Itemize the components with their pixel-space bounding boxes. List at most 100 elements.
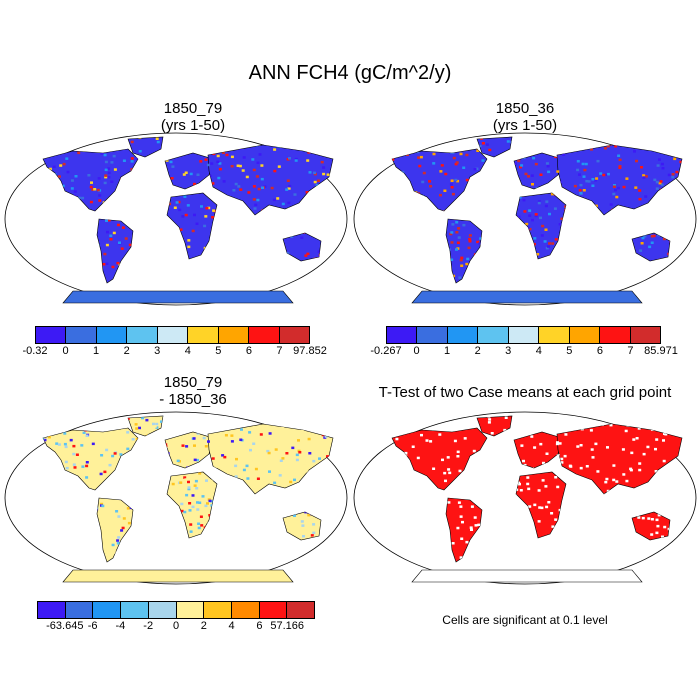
colorbar-1-label-9: 97.852 — [293, 345, 327, 357]
colorbar-2-swatch-7 — [600, 327, 631, 343]
panel-1-title: 1850_79 (yrs 1-50) — [20, 100, 366, 134]
colorbar-2-swatch-5 — [539, 327, 570, 343]
colorbar-1-label-5: 4 — [184, 345, 191, 357]
colorbar-1-swatch-7 — [249, 327, 280, 343]
colorbar-3-label-3: -2 — [143, 620, 154, 632]
panel-4-title: T-Test of two Case means at each grid po… — [352, 384, 698, 401]
colorbar-2-swatch-6 — [569, 327, 601, 343]
colorbar-1-label-3: 2 — [123, 345, 130, 357]
greenland-landmass — [476, 415, 513, 437]
colorbar-1-label-2: 1 — [93, 345, 100, 357]
colorbar-3-swatch-5 — [176, 602, 205, 618]
world-map-2 — [353, 132, 697, 306]
panel-3-title-line2: - 1850_36 — [159, 391, 227, 408]
colorbar-3-swatch-7 — [231, 602, 260, 618]
figure-title: ANN FCH4 (gC/m^2/y) — [248, 62, 452, 84]
colorbar-2-label-6: 5 — [566, 345, 573, 357]
colorbar-3-label-5: 2 — [200, 620, 207, 632]
colorbar-3-swatch-3 — [121, 602, 149, 618]
colorbar-2-label-3: 2 — [474, 345, 481, 357]
greenland-landmass — [476, 136, 513, 158]
colorbar-3-label-2: -4 — [115, 620, 126, 632]
colorbar-2-label-8: 7 — [627, 345, 634, 357]
europe-landmass — [513, 431, 563, 469]
colorbar-3-label-0: -63.645 — [46, 620, 84, 632]
colorbar-1-swatch-2 — [96, 327, 128, 343]
asia-landmass — [556, 423, 683, 495]
colorbar-2-label-4: 3 — [505, 345, 512, 357]
antarctica-landmass — [62, 569, 294, 583]
colorbar-1-swatch-3 — [127, 327, 158, 343]
colorbar-1-label-1: 0 — [62, 345, 69, 357]
greenland-landmass — [127, 415, 164, 437]
colorbar-3 — [37, 601, 315, 619]
colorbar-3-label-1: -6 — [87, 620, 98, 632]
colorbar-1 — [35, 326, 310, 344]
colorbar-2-swatch-2 — [447, 327, 479, 343]
asia-landmass — [207, 144, 334, 216]
panel-3-title: 1850_79 - 1850_36 — [20, 374, 366, 408]
colorbar-2-swatch-8 — [630, 327, 660, 343]
antarctica-landmass — [62, 290, 294, 304]
samerica-landmass — [445, 218, 483, 284]
colorbar-2-swatch-4 — [508, 327, 540, 343]
colorbar-3-swatch-2 — [93, 602, 122, 618]
colorbar-1-label-8: 7 — [276, 345, 283, 357]
colorbar-3-swatch-9 — [287, 602, 315, 618]
world-map-4 — [353, 411, 697, 585]
colorbar-3-label-6: 4 — [228, 620, 235, 632]
panel-1-title-line2: (yrs 1-50) — [160, 117, 226, 134]
colorbar-1-label-7: 6 — [245, 345, 252, 357]
antarctica-landmass — [411, 290, 643, 304]
colorbar-2-swatch-0 — [387, 327, 418, 343]
colorbar-3-label-8: 57.166 — [270, 620, 305, 632]
colorbar-2-swatch-1 — [417, 327, 448, 343]
panel-2-title: 1850_36 (yrs 1-50) — [352, 100, 698, 134]
namerica-landmass — [391, 427, 488, 491]
significance-note: Cells are significant at 0.1 level — [442, 613, 608, 627]
colorbar-2-label-9: 85.971 — [644, 345, 678, 357]
world-map-3 — [4, 411, 348, 585]
panel-4-title-line1: T-Test of two Case means at each grid po… — [378, 384, 672, 401]
map-panel-1850-79 — [3, 131, 349, 307]
colorbar-3-label-7: 6 — [256, 620, 263, 632]
colorbar-3-swatch-6 — [204, 602, 232, 618]
antarctica-landmass — [411, 569, 643, 583]
colorbar-2-label-5: 4 — [535, 345, 542, 357]
colorbar-1-swatch-8 — [279, 327, 309, 343]
panel-2-title-line2: (yrs 1-50) — [492, 117, 558, 134]
greenland-landmass — [127, 136, 164, 158]
colorbar-1-label-0: -0.32 — [22, 345, 48, 357]
samerica-landmass — [96, 497, 134, 563]
europe-landmass — [513, 152, 563, 190]
colorbar-2-label-7: 6 — [596, 345, 603, 357]
colorbar-3-label-4: 0 — [172, 620, 180, 632]
colorbar-2-swatch-3 — [478, 327, 509, 343]
colorbar-1-labels: -0.32 0 1 2 3 4 5 6 7 97.852 — [22, 345, 326, 359]
map-panel-difference — [3, 410, 349, 586]
colorbar-3-swatch-8 — [259, 602, 288, 618]
map-panel-ttest — [352, 410, 698, 586]
australia-landmass — [631, 511, 671, 541]
asia-landmass — [556, 144, 683, 216]
colorbar-3-swatch-4 — [148, 602, 177, 618]
colorbar-2-label-0: -0.267 — [370, 345, 402, 357]
world-map-1 — [4, 132, 348, 306]
samerica-landmass — [96, 218, 134, 284]
panel-2-title-line1: 1850_36 — [495, 100, 555, 117]
namerica-landmass — [391, 148, 488, 212]
panel-1-title-line1: 1850_79 — [163, 100, 223, 117]
colorbar-1-swatch-4 — [157, 327, 189, 343]
colorbar-1-swatch-0 — [36, 327, 67, 343]
colorbar-3-swatch-0 — [38, 602, 66, 618]
colorbar-1-label-6: 5 — [215, 345, 222, 357]
map-panel-1850-36 — [352, 131, 698, 307]
colorbar-2-labels: -0.267 0 1 2 3 4 5 6 7 85.971 — [370, 345, 677, 359]
colorbar-2 — [386, 326, 661, 344]
colorbar-2-label-1: 0 — [413, 345, 420, 357]
colorbar-1-label-4: 3 — [154, 345, 161, 357]
colorbar-1-swatch-5 — [188, 327, 219, 343]
colorbar-3-labels: -63.645 -6 -4 -2 0 2 4 6 57.166 — [37, 620, 315, 634]
asia-landmass — [207, 423, 334, 495]
colorbar-1-swatch-6 — [218, 327, 250, 343]
